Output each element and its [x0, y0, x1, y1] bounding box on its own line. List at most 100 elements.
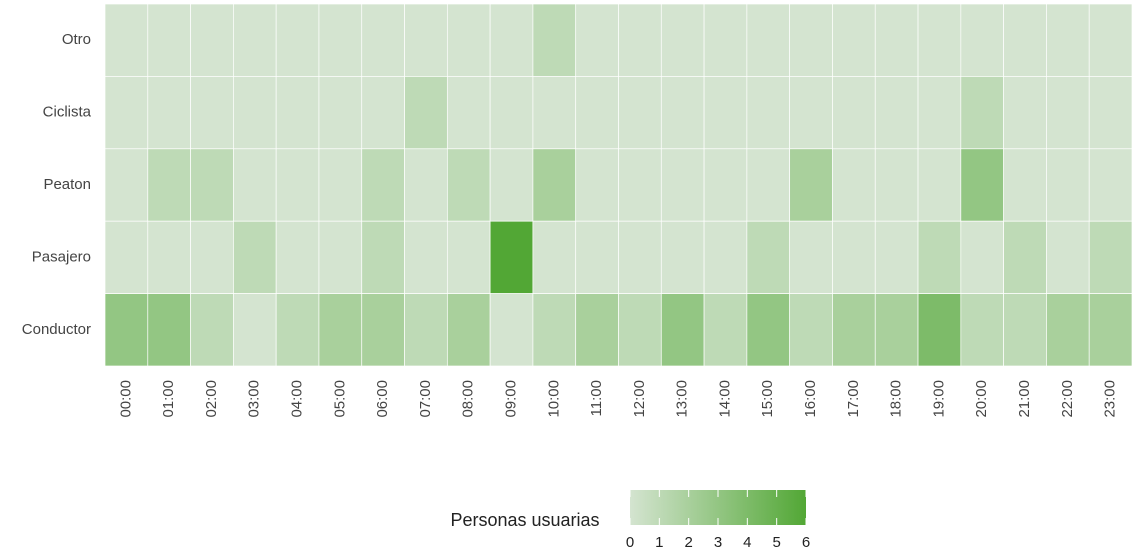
- cell: [361, 148, 405, 222]
- cell: [1088, 293, 1132, 367]
- cell: [147, 220, 191, 294]
- cell: [789, 220, 833, 294]
- cell: [703, 3, 748, 77]
- cell: [960, 148, 1004, 222]
- cell: [233, 148, 277, 222]
- x-tick-label: 19:00: [930, 380, 947, 418]
- colorbar-tick-label: 6: [802, 534, 810, 551]
- cell: [104, 148, 149, 222]
- cell: [446, 220, 491, 294]
- cell: [789, 148, 833, 222]
- cell: [104, 3, 149, 77]
- cell: [1003, 148, 1047, 222]
- cell: [318, 148, 363, 222]
- cell: [575, 3, 619, 77]
- cell: [575, 76, 619, 150]
- x-tick-label: 15:00: [759, 380, 776, 418]
- cell: [1088, 3, 1132, 77]
- cell: [789, 293, 833, 367]
- cell: [1088, 76, 1132, 150]
- x-tick-label: 23:00: [1102, 380, 1119, 418]
- cell: [190, 220, 234, 294]
- cell: [746, 220, 791, 294]
- cell: [275, 220, 320, 294]
- cell: [361, 3, 405, 77]
- cell: [318, 76, 363, 150]
- cell: [660, 293, 705, 367]
- cell: [575, 293, 619, 367]
- cell: [190, 3, 234, 77]
- cell: [832, 293, 876, 367]
- cell: [1003, 76, 1047, 150]
- x-tick-label: 03:00: [246, 380, 263, 418]
- cell: [275, 3, 320, 77]
- colorbar-tick-label: 0: [626, 534, 634, 551]
- x-tick-label: 09:00: [502, 380, 519, 418]
- cell: [660, 148, 705, 222]
- cell: [404, 293, 448, 367]
- cell: [618, 148, 662, 222]
- cell: [618, 3, 662, 77]
- colorbar-tick-label: 2: [684, 534, 692, 551]
- cell: [104, 76, 149, 150]
- cell: [874, 293, 919, 367]
- cell: [960, 293, 1004, 367]
- cell: [874, 220, 919, 294]
- cell: [660, 3, 705, 77]
- cell: [746, 3, 791, 77]
- cell: [618, 76, 662, 150]
- cell: [917, 220, 962, 294]
- x-tick-label: 08:00: [460, 380, 477, 418]
- cell: [874, 76, 919, 150]
- cell: [575, 220, 619, 294]
- x-tick-label: 01:00: [160, 380, 177, 418]
- cell: [1003, 220, 1047, 294]
- cell: [489, 293, 534, 367]
- x-tick-label: 21:00: [1016, 380, 1033, 418]
- cell: [532, 220, 577, 294]
- x-tick-label: 20:00: [973, 380, 990, 418]
- cell: [789, 76, 833, 150]
- cell: [233, 293, 277, 367]
- cell: [660, 220, 705, 294]
- cell: [789, 3, 833, 77]
- x-tick-label: 06:00: [374, 380, 391, 418]
- y-tick-label: Conductor: [22, 321, 91, 338]
- x-tick-label: 12:00: [631, 380, 648, 418]
- cell: [446, 76, 491, 150]
- cell: [190, 293, 234, 367]
- x-tick-label: 04:00: [289, 380, 306, 418]
- cell: [233, 76, 277, 150]
- cell: [532, 76, 577, 150]
- cell: [660, 76, 705, 150]
- y-tick-label: Otro: [62, 31, 91, 48]
- cell: [832, 220, 876, 294]
- cell: [1046, 148, 1090, 222]
- cell: [361, 293, 405, 367]
- x-tick-label: 22:00: [1059, 380, 1076, 418]
- x-tick-label: 07:00: [417, 380, 434, 418]
- cell: [489, 148, 534, 222]
- cell: [404, 76, 448, 150]
- cell: [703, 220, 748, 294]
- x-tick-label: 13:00: [674, 380, 691, 418]
- cell: [746, 293, 791, 367]
- cell: [147, 148, 191, 222]
- x-tick-label: 17:00: [845, 380, 862, 418]
- cell: [917, 293, 962, 367]
- legend-title: Personas usuarias: [450, 510, 599, 530]
- cell: [147, 76, 191, 150]
- cell: [489, 76, 534, 150]
- cell: [874, 148, 919, 222]
- x-tick-label: 14:00: [716, 380, 733, 418]
- colorbar-tick-label: 3: [714, 534, 722, 551]
- colorbar-tick-label: 4: [743, 534, 751, 551]
- cell: [618, 293, 662, 367]
- cell: [489, 3, 534, 77]
- cell: [404, 3, 448, 77]
- cell: [147, 293, 191, 367]
- x-tick-label: 02:00: [203, 380, 220, 418]
- y-tick-label: Ciclista: [43, 104, 92, 121]
- cell: [361, 76, 405, 150]
